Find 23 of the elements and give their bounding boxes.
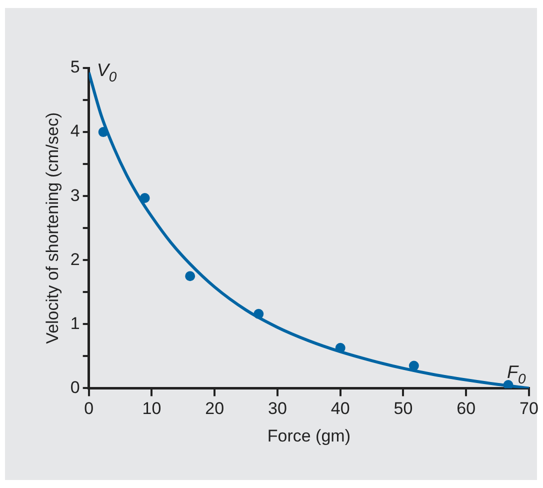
point	[503, 380, 514, 388]
y-tick-label: 0	[70, 378, 80, 397]
x-axis-title: Force (gm)	[267, 426, 350, 446]
x-tick-label: 50	[394, 399, 413, 418]
x-tick-label: 0	[84, 399, 94, 418]
point	[335, 342, 346, 353]
point	[98, 127, 108, 138]
x-tick-label: 30	[268, 399, 287, 418]
point	[185, 271, 196, 282]
point	[408, 360, 419, 371]
y-tick-label: 5	[70, 58, 80, 77]
x-tick-label: 60	[456, 399, 476, 418]
y-tick-label: 2	[70, 250, 80, 269]
point	[254, 308, 264, 319]
y-tick-label: 4	[70, 122, 80, 141]
x-tick-label: 40	[330, 399, 350, 418]
y-axis-title: Velocity of shortening (cm/sec)	[42, 112, 62, 344]
x-tick-label: 70	[520, 399, 538, 418]
point	[140, 193, 150, 203]
x-tick-label: 10	[142, 399, 162, 418]
y-tick-label: 3	[70, 186, 80, 205]
y-tick-label: 1	[70, 314, 80, 333]
x-tick-label: 20	[205, 399, 224, 418]
